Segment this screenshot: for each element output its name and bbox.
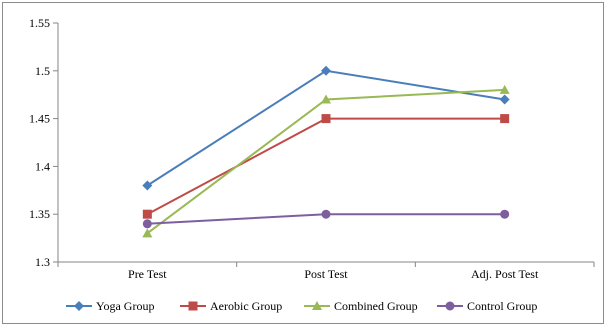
y-tick-label: 1.5 — [35, 64, 50, 78]
control-group-legend-label: Control Group — [467, 299, 537, 313]
x-tick-label: Adj. Post Test — [471, 267, 539, 281]
aerobic-group-legend-marker — [188, 301, 198, 311]
aerobic-group-point — [142, 209, 152, 219]
y-tick-label: 1.3 — [35, 255, 50, 269]
control-group-point — [142, 219, 152, 229]
aerobic-group-legend-label: Aerobic Group — [210, 299, 282, 313]
x-tick-label: Pre Test — [128, 267, 167, 281]
yoga-group-point — [321, 65, 331, 76]
control-group-point — [321, 209, 331, 219]
aerobic-group-point — [321, 114, 331, 124]
yoga-group-point — [499, 94, 510, 105]
combined-group-legend-marker — [312, 301, 322, 310]
combined-group-point — [321, 94, 331, 104]
yoga-group-legend-marker — [74, 301, 84, 311]
y-tick-label: 1.55 — [29, 16, 50, 30]
aerobic-group-line — [146, 117, 505, 216]
yoga-group-legend-label: Yoga Group — [96, 299, 154, 313]
aerobic-group-point — [500, 114, 510, 124]
control-group-legend-marker — [445, 301, 455, 311]
x-tick-label: Post Test — [304, 267, 348, 281]
yoga-group-line — [146, 69, 505, 187]
y-tick-label: 1.4 — [35, 159, 50, 173]
combined-group-point — [142, 228, 153, 238]
combined-group-point — [499, 84, 510, 94]
combined-group-legend-label: Combined Group — [334, 299, 418, 313]
control-group-point — [500, 209, 510, 219]
y-tick-label: 1.35 — [29, 207, 50, 221]
y-tick-label: 1.45 — [29, 112, 50, 126]
chart-frame — [2, 2, 604, 324]
yoga-group-point — [142, 180, 153, 191]
